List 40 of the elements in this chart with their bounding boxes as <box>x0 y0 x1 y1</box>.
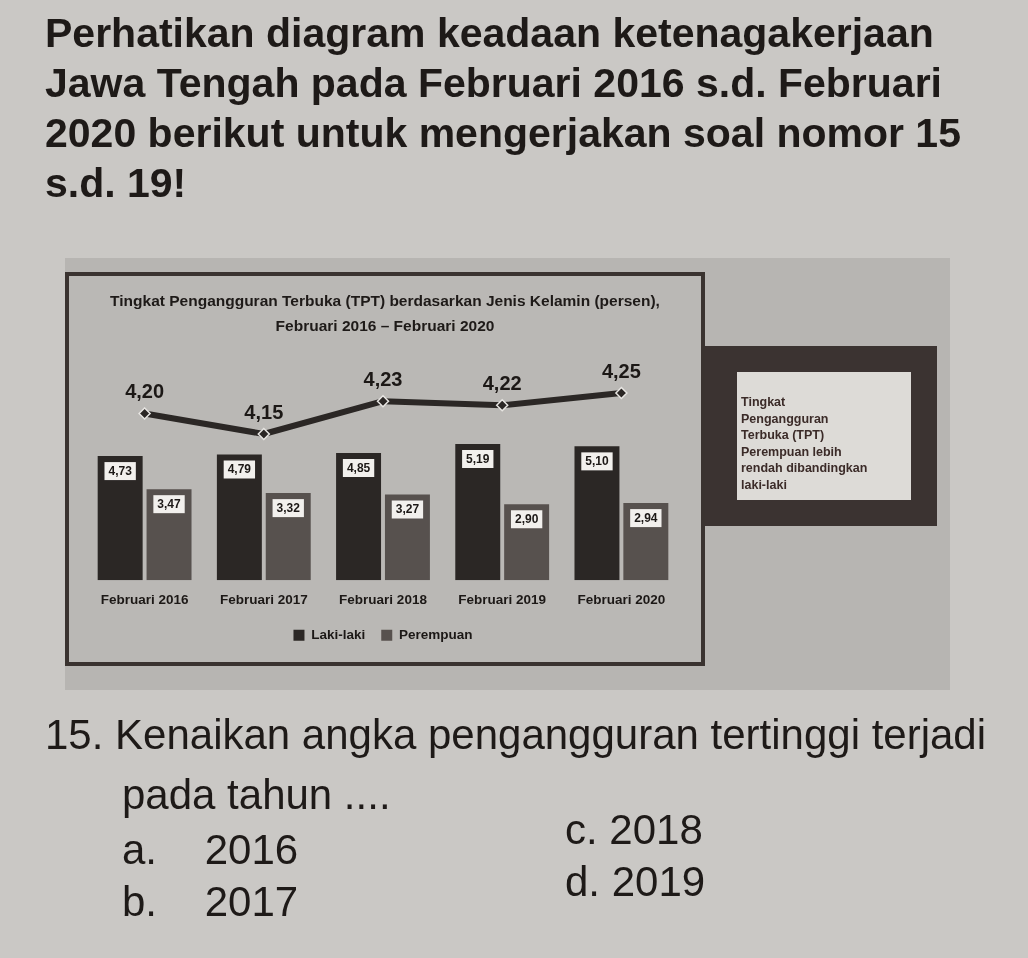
x-tick-label: Februari 2017 <box>219 592 308 608</box>
data-label: 4,79 <box>227 462 252 477</box>
bar <box>336 452 382 581</box>
data-label: 4,15 <box>244 400 284 423</box>
data-label: 3,27 <box>395 502 420 517</box>
data-label: 5,10 <box>585 454 609 469</box>
data-label: 4,23 <box>363 367 403 390</box>
data-label: 2,94 <box>634 510 658 525</box>
x-tick-label: Februari 2019 <box>458 592 547 608</box>
text: b. 2017 <box>122 877 299 927</box>
x-tick-label: Februari 2018 <box>339 592 428 608</box>
data-label: 5,19 <box>466 451 490 466</box>
point <box>376 394 390 408</box>
x-tick-label: Februari 2016 <box>100 592 189 608</box>
data-label: 3,32 <box>276 500 301 515</box>
x-tick-label: Februari 2020 <box>577 592 666 608</box>
data-label: 4,22 <box>482 371 522 394</box>
text: Tingkat Pengangguran Terbuka (TPT) Perempuan lebih rendah dibandingkan laki-laki <box>741 394 869 493</box>
text: a. 2016 <box>122 825 299 875</box>
bar <box>146 489 192 581</box>
data-label: 3,47 <box>157 496 182 511</box>
data-label: 4,85 <box>346 460 371 475</box>
legend-label: Perempuan <box>399 626 473 642</box>
point <box>495 399 509 412</box>
data-label: 4,25 <box>601 359 641 382</box>
chart-title: Tingkat Pengangguran Terbuka (TPT) berdasarkan Jenis Kelamin (persen), <box>109 291 661 311</box>
text: d. 2019 <box>565 857 706 907</box>
data-label: 4,20 <box>125 380 165 403</box>
point <box>257 427 271 441</box>
point <box>615 386 628 400</box>
text: Perhatikan diagram keadaan ketenagakerjaan Jawa Tengah pada Februari 2016 s.d. Februari 2020 berikut untuk mengerjakan soal nomor 15 s.d. 19! <box>45 9 962 208</box>
data-label: 2,90 <box>514 511 539 526</box>
data-label: 4,73 <box>108 463 133 478</box>
chart-subtitle: Februari 2016 – Februari 2020 <box>274 316 496 336</box>
bar <box>455 444 501 581</box>
point <box>138 407 151 420</box>
bar <box>216 454 262 581</box>
legend-label: Laki-laki <box>311 626 366 642</box>
bar <box>574 446 620 581</box>
bar <box>97 456 143 581</box>
